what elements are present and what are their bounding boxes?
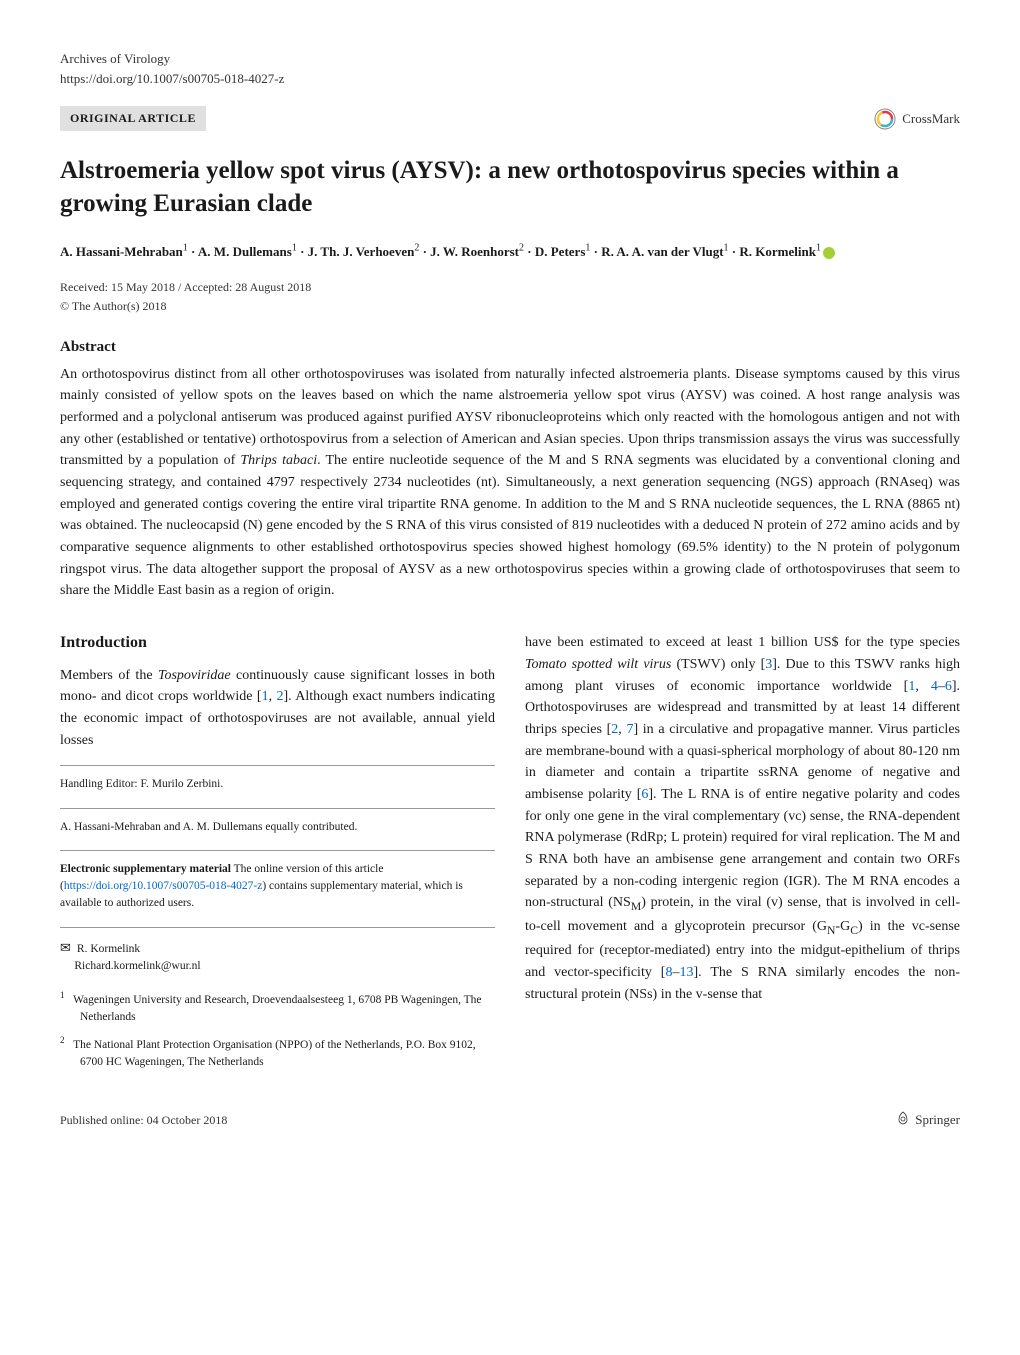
divider-1 [60,765,495,766]
affiliation-1-num: 1 [60,990,65,1000]
intro-right-text: have been estimated to exceed at least 1… [525,632,960,1005]
affiliation-1-text: Wageningen University and Research, Droe… [73,994,481,1023]
springer-logo: Springer [895,1110,960,1131]
page-footer: Published online: 04 October 2018 Spring… [60,1110,960,1131]
introduction-heading: Introduction [60,632,495,654]
affiliation-1: 1 Wageningen University and Research, Dr… [60,989,495,1026]
contribution-note: A. Hassani-Mehraban and A. M. Dullemans … [60,819,495,836]
supplementary-link[interactable]: https://doi.org/10.1007/s00705-018-4027-… [64,880,262,892]
corresponding-name: R. Kormelink [77,943,140,955]
editor-note: Handling Editor: F. Murilo Zerbini. [60,776,495,793]
journal-name: Archives of Virology [60,50,960,68]
orcid-icon[interactable] [823,247,835,259]
authors-list: A. Hassani-Mehraban1 · A. M. Dullemans1 … [60,240,960,261]
publisher-name: Springer [915,1111,960,1129]
springer-icon [895,1110,911,1131]
left-column: Introduction Members of the Tospoviridae… [60,632,495,1080]
corresponding-email: Richard.kormelink@wur.nl [74,960,200,972]
envelope-icon: ✉ [60,940,71,955]
affiliation-2-num: 2 [60,1035,65,1045]
divider-4 [60,927,495,928]
supplementary-material: Electronic supplementary material The on… [60,861,495,913]
crossmark-label: CrossMark [902,110,960,128]
supplementary-label: Electronic supplementary material [60,863,231,875]
crossmark-icon [874,108,896,130]
abstract-text: An orthotospovirus distinct from all oth… [60,364,960,603]
abstract-heading: Abstract [60,337,960,358]
crossmark-badge[interactable]: CrossMark [874,108,960,130]
corresponding-author: ✉ R. Kormelink Richard.kormelink@wur.nl [60,938,495,976]
intro-left-text: Members of the Tospoviridae continuously… [60,665,495,752]
two-column-layout: Introduction Members of the Tospoviridae… [60,632,960,1080]
article-title: Alstroemeria yellow spot virus (AYSV): a… [60,155,960,220]
article-dates: Received: 15 May 2018 / Accepted: 28 Aug… [60,279,960,296]
article-type-row: ORIGINAL ARTICLE CrossMark [60,106,960,131]
article-type-badge: ORIGINAL ARTICLE [60,106,206,131]
copyright-notice: © The Author(s) 2018 [60,298,960,315]
doi-text: https://doi.org/10.1007/s00705-018-4027-… [60,70,960,88]
affiliation-2: 2 The National Plant Protection Organisa… [60,1034,495,1071]
right-column: have been estimated to exceed at least 1… [525,632,960,1080]
divider-2 [60,808,495,809]
header: Archives of Virology https://doi.org/10.… [60,50,960,88]
affiliation-2-text: The National Plant Protection Organisati… [73,1039,476,1068]
published-date: Published online: 04 October 2018 [60,1112,227,1129]
divider-3 [60,850,495,851]
